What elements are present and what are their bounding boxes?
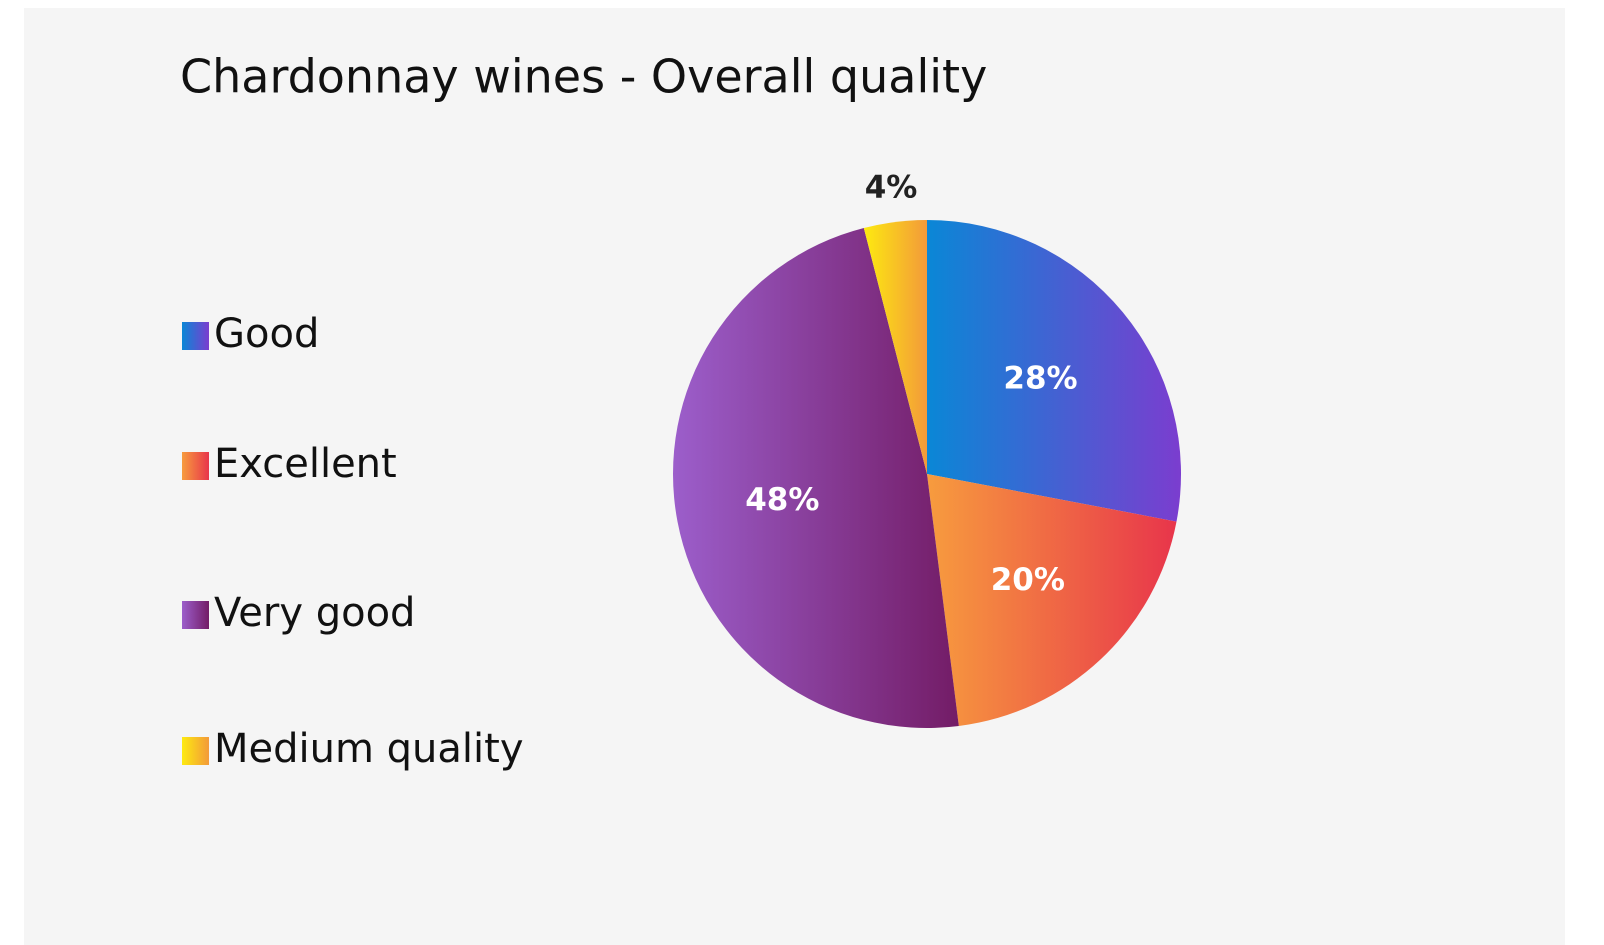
data-label: 4% bbox=[865, 170, 918, 206]
legend-swatch bbox=[182, 737, 209, 765]
legend-label: Medium quality bbox=[214, 726, 524, 772]
data-label: 28% bbox=[1003, 361, 1077, 397]
legend-swatch bbox=[182, 601, 209, 629]
legend-label: Very good bbox=[214, 590, 415, 636]
legend-label: Good bbox=[214, 311, 319, 357]
pie-slice bbox=[927, 220, 1181, 522]
data-label: 48% bbox=[745, 482, 819, 518]
data-label: 20% bbox=[991, 562, 1065, 598]
pie-slice bbox=[927, 474, 1177, 726]
chart-title: Chardonnay wines - Overall quality bbox=[180, 50, 987, 104]
pie-slice bbox=[863, 220, 927, 474]
legend-label: Excellent bbox=[214, 441, 397, 487]
pie-slice bbox=[673, 227, 959, 729]
legend-swatch bbox=[182, 322, 209, 350]
legend-swatch bbox=[182, 452, 209, 480]
